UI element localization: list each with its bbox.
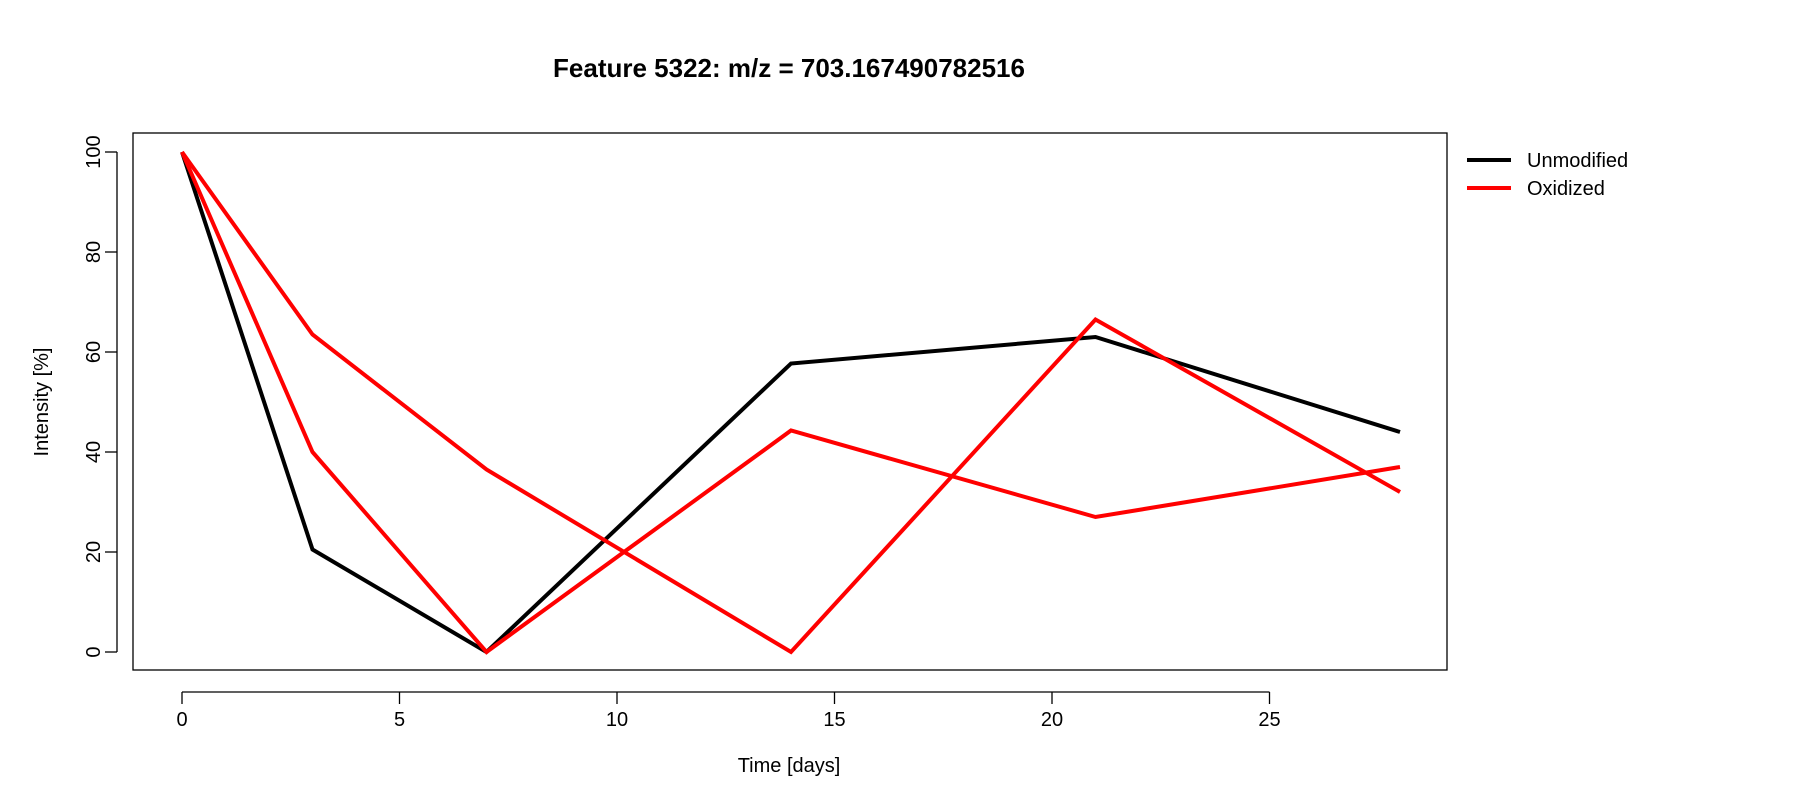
chart-title: Feature 5322: m/z = 703.167490782516	[553, 53, 1025, 83]
x-tick-label: 10	[606, 709, 628, 731]
y-tick-label: 80	[83, 241, 105, 263]
series-line-oxidized-2	[180, 150, 1401, 655]
series-line-unmodified-1	[180, 151, 1401, 655]
y-axis: 0 20 40 60 80 100	[83, 135, 118, 658]
series-lines	[180, 150, 1401, 655]
plot-frame	[132, 132, 1448, 671]
plot-area	[132, 132, 1448, 671]
y-tick-label: 100	[83, 135, 105, 168]
legend: Unmodified Oxidized	[1467, 150, 1628, 200]
x-tick-label: 0	[176, 709, 187, 731]
y-tick-label: 0	[83, 646, 105, 657]
x-axis-label: Time [days]	[738, 755, 841, 777]
legend-label-unmodified: Unmodified	[1527, 150, 1628, 172]
x-tick-label: 5	[394, 709, 405, 731]
y-tick-label: 60	[83, 341, 105, 363]
y-axis-label: Intensity [%]	[31, 348, 53, 457]
y-tick-label: 40	[83, 441, 105, 463]
x-tick-label: 15	[823, 709, 845, 731]
x-axis: 0 5 10 15 20 25	[176, 691, 1281, 731]
series-line-oxidized-3	[180, 151, 1401, 655]
legend-label-oxidized: Oxidized	[1527, 178, 1605, 200]
x-tick-label: 25	[1258, 709, 1280, 731]
y-tick-label: 20	[83, 541, 105, 563]
x-tick-label: 20	[1041, 709, 1063, 731]
